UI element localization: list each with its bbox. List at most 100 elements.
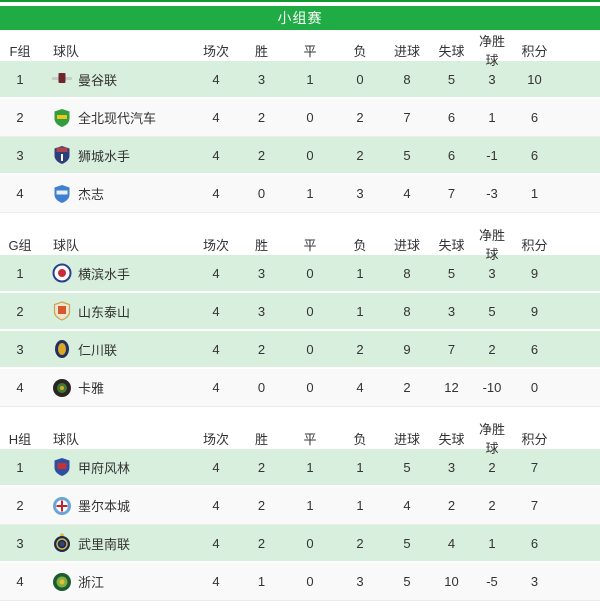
stat-played: 4	[212, 380, 220, 395]
stat-goals-against: 5	[447, 71, 456, 87]
column-header-goals-for: 进球	[393, 237, 420, 253]
stat-wins: 2	[257, 147, 266, 163]
zhejiang-fc-logo-icon	[53, 572, 71, 591]
melbourne-city-logo-icon	[53, 496, 71, 515]
team-name: 曼谷联	[78, 72, 118, 88]
stat-played: 4	[212, 459, 220, 475]
column-header-points: 积分	[521, 237, 548, 253]
stat-losses: 2	[356, 147, 364, 163]
group-label: G组	[8, 237, 32, 253]
stat-played: 4	[212, 110, 220, 125]
stat-goals-for: 9	[403, 341, 411, 357]
stat-points: 9	[530, 265, 539, 281]
column-header-wins: 胜	[254, 431, 268, 447]
team-row-melbourne-city[interactable]: 2 墨尔本城 4 2 1 1 4 2 2 7	[0, 487, 600, 525]
stat-played: 4	[212, 574, 220, 589]
team-row-zhejiang-fc[interactable]: 4 浙江 4 1 0 3 5 10 -5 3	[0, 563, 600, 601]
column-header-played: 场次	[202, 431, 229, 447]
rank: 4	[16, 186, 24, 201]
stat-goals-for: 4	[403, 498, 411, 513]
column-header-goals-against: 失球	[438, 237, 465, 253]
column-header-draws: 平	[303, 237, 317, 253]
stat-played: 4	[212, 303, 220, 319]
kaya-fc-logo-icon	[53, 378, 71, 397]
column-header-played: 场次	[202, 237, 229, 253]
team-name: 横滨水手	[78, 266, 131, 282]
team-name: 全北现代汽车	[78, 111, 157, 126]
rank: 1	[16, 459, 24, 475]
team-row-ventforet-kofu[interactable]: 1 甲府风林 4 2 1 1 5 3 2 7	[0, 449, 600, 487]
stat-wins: 0	[257, 186, 266, 201]
stat-wins: 2	[257, 110, 266, 125]
stat-goals-for: 5	[403, 459, 411, 475]
stat-goals-for: 5	[403, 535, 411, 551]
stat-points: 3	[530, 574, 539, 589]
column-header-goal-difference: 净胜球	[478, 34, 505, 68]
shandong-taishan-logo-icon	[53, 301, 71, 321]
group-f: F组 球队 场次 胜 平 负 进球 失球 净胜球 积分 1 曼谷联 4 3 1 …	[0, 31, 600, 213]
stat-losses: 3	[356, 574, 364, 589]
rank: 4	[16, 574, 24, 589]
team-name: 山东泰山	[78, 304, 131, 320]
column-header-goals-for: 进球	[393, 43, 420, 59]
stat-wins: 3	[257, 303, 266, 319]
stat-goals-against: 5	[447, 265, 456, 281]
stat-goals-against: 2	[447, 498, 456, 513]
column-header-wins: 胜	[254, 43, 268, 59]
team-row-yokohama-marinos[interactable]: 1 横滨水手 4 3 0 1 8 5 3 9	[0, 255, 600, 293]
stat-points: 6	[530, 341, 539, 357]
stat-goals-against: 6	[447, 110, 456, 125]
stat-goals-for: 8	[403, 303, 411, 319]
team-column-header: 球队	[53, 431, 80, 447]
column-header-draws: 平	[303, 43, 317, 59]
lion-city-sailors-logo-icon	[54, 146, 70, 164]
stat-draws: 0	[306, 380, 314, 395]
stat-goals-against: 12	[444, 380, 459, 395]
stat-played: 4	[212, 535, 220, 551]
column-header-losses: 负	[353, 237, 367, 253]
team-row-shandong-taishan[interactable]: 2 山东泰山 4 3 0 1 8 3 5 9	[0, 293, 600, 331]
kitchee-logo-icon	[54, 184, 70, 203]
stat-losses: 3	[356, 186, 364, 201]
group-h-header: H组 球队 场次 胜 平 负 进球 失球 净胜球 积分	[0, 419, 600, 456]
stat-points: 0	[530, 380, 539, 395]
stat-goals-for: 4	[403, 186, 411, 201]
rank: 2	[16, 303, 24, 319]
stat-points: 7	[530, 498, 539, 513]
team-row-buriram-united[interactable]: 3 武里南联 4 2 0 2 5 4 1 6	[0, 525, 600, 563]
team-name: 甲府风林	[78, 460, 131, 476]
team-row-kaya-fc[interactable]: 4 卡雅 4 0 0 4 2 12 -10 0	[0, 369, 600, 407]
team-row-incheon-united[interactable]: 3 仁川联 4 2 0 2 9 7 2 6	[0, 331, 600, 369]
stat-wins: 1	[257, 574, 266, 589]
stat-wins: 2	[257, 459, 266, 475]
stat-wins: 2	[257, 498, 266, 513]
column-header-goals-against: 失球	[438, 431, 465, 447]
team-row-bangkok-united[interactable]: 1 曼谷联 4 3 1 0 8 5 3 10	[0, 61, 600, 99]
rank: 1	[16, 265, 24, 281]
stat-goals-against: 10	[444, 574, 459, 589]
stat-goals-for: 5	[403, 147, 411, 163]
incheon-united-logo-icon	[55, 340, 69, 358]
team-name: 卡雅	[78, 381, 105, 396]
stat-goal-difference: -1	[486, 147, 498, 163]
stat-draws: 0	[306, 574, 314, 589]
page-title: 小组赛	[0, 6, 600, 30]
team-name: 杰志	[78, 187, 105, 202]
stat-goals-for: 8	[403, 71, 411, 87]
team-row-lion-city-sailors[interactable]: 3 狮城水手 4 2 0 2 5 6 -1 6	[0, 137, 600, 175]
team-row-jeonbuk-hyundai[interactable]: 2 全北现代汽车 4 2 0 2 7 6 1 6	[0, 99, 600, 137]
group-h: H组 球队 场次 胜 平 负 进球 失球 净胜球 积分 1 甲府风林 4 2 1…	[0, 419, 600, 601]
column-header-goal-difference: 净胜球	[478, 228, 505, 262]
stat-goals-for: 2	[403, 380, 411, 395]
group-label: H组	[8, 431, 32, 447]
stat-goals-against: 3	[447, 303, 456, 319]
group-g-header: G组 球队 场次 胜 平 负 进球 失球 净胜球 积分	[0, 225, 600, 262]
team-column-header: 球队	[53, 43, 80, 59]
team-row-kitchee[interactable]: 4 杰志 4 0 1 3 4 7 -3 1	[0, 175, 600, 213]
stat-played: 4	[212, 147, 220, 163]
stat-played: 4	[212, 265, 220, 281]
stat-goal-difference: 2	[488, 498, 496, 513]
column-header-draws: 平	[303, 431, 317, 447]
stat-wins: 3	[257, 71, 266, 87]
rank: 3	[16, 341, 24, 357]
